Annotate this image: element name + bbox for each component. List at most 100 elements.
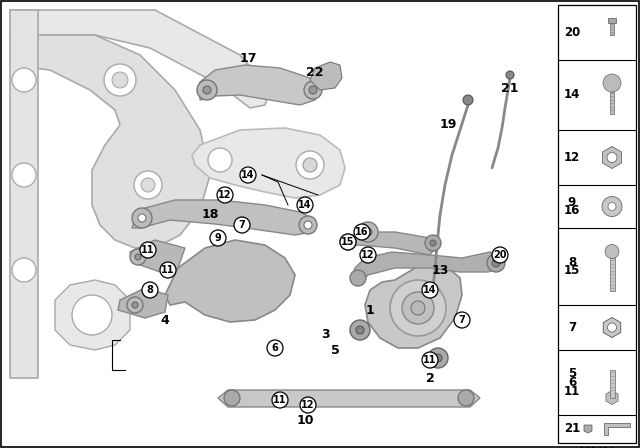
Circle shape [138, 214, 146, 222]
Text: 12: 12 [301, 400, 315, 410]
Text: 17: 17 [239, 52, 257, 65]
Text: 11: 11 [564, 385, 580, 398]
Text: 21: 21 [564, 422, 580, 435]
Circle shape [425, 235, 441, 251]
Text: 9: 9 [214, 233, 221, 243]
Circle shape [203, 86, 211, 94]
Circle shape [411, 301, 425, 315]
Text: 14: 14 [423, 285, 436, 295]
Polygon shape [10, 35, 210, 248]
Circle shape [454, 312, 470, 328]
Polygon shape [352, 252, 505, 285]
Circle shape [356, 326, 364, 334]
Bar [609, 370, 614, 399]
Text: 16: 16 [564, 204, 580, 217]
Circle shape [422, 282, 438, 298]
Text: 11: 11 [273, 395, 287, 405]
Circle shape [12, 258, 36, 282]
Circle shape [358, 222, 378, 242]
Text: 5: 5 [331, 344, 339, 357]
Circle shape [272, 392, 288, 408]
Circle shape [309, 86, 317, 94]
Polygon shape [118, 288, 168, 318]
Text: 13: 13 [431, 263, 449, 276]
Circle shape [434, 354, 442, 362]
Polygon shape [10, 10, 270, 108]
Circle shape [234, 217, 250, 233]
Circle shape [422, 352, 438, 368]
Circle shape [608, 202, 616, 211]
Text: 14: 14 [298, 200, 312, 210]
Circle shape [605, 245, 619, 258]
Text: 11: 11 [423, 355, 436, 365]
Circle shape [134, 171, 162, 199]
Bar [608, 18, 616, 23]
Circle shape [402, 292, 434, 324]
Circle shape [603, 74, 621, 92]
Text: 6: 6 [568, 376, 576, 389]
Polygon shape [165, 240, 295, 322]
Polygon shape [584, 425, 592, 433]
Text: 7: 7 [568, 321, 576, 334]
Polygon shape [365, 265, 462, 348]
Text: 11: 11 [161, 265, 175, 275]
Circle shape [72, 295, 112, 335]
Circle shape [112, 72, 128, 88]
Polygon shape [10, 10, 38, 378]
Polygon shape [200, 65, 320, 105]
Text: 162484: 162484 [579, 447, 616, 448]
Text: 11: 11 [141, 245, 155, 255]
Text: 19: 19 [439, 119, 457, 132]
Circle shape [428, 348, 448, 368]
Text: 5: 5 [568, 367, 576, 380]
Circle shape [267, 340, 283, 356]
Text: 12: 12 [218, 190, 232, 200]
Text: 18: 18 [202, 208, 219, 221]
Circle shape [340, 234, 356, 250]
Circle shape [304, 81, 322, 99]
Circle shape [142, 282, 158, 298]
Bar [610, 23, 614, 35]
Circle shape [299, 216, 317, 234]
Text: 14: 14 [564, 89, 580, 102]
Circle shape [141, 178, 155, 192]
Circle shape [487, 254, 505, 272]
Circle shape [350, 320, 370, 340]
Circle shape [104, 64, 136, 96]
Text: 12: 12 [564, 151, 580, 164]
Circle shape [296, 151, 324, 179]
Polygon shape [604, 423, 630, 435]
Circle shape [340, 234, 356, 250]
Text: 21: 21 [501, 82, 519, 95]
Text: 15: 15 [341, 237, 355, 247]
Circle shape [602, 197, 622, 216]
Text: 2: 2 [426, 371, 435, 384]
Text: 16: 16 [355, 227, 369, 237]
Text: 3: 3 [321, 328, 330, 341]
Bar [609, 258, 614, 292]
Polygon shape [606, 391, 618, 405]
Circle shape [492, 247, 508, 263]
Text: 8: 8 [568, 255, 576, 268]
Text: 20: 20 [493, 250, 507, 260]
Polygon shape [310, 62, 342, 90]
Text: 6: 6 [271, 343, 278, 353]
Circle shape [607, 323, 616, 332]
Circle shape [303, 158, 317, 172]
Polygon shape [132, 200, 315, 235]
Circle shape [463, 95, 473, 105]
Circle shape [492, 259, 500, 267]
Circle shape [140, 242, 156, 258]
Text: 20: 20 [564, 26, 580, 39]
Circle shape [224, 390, 240, 406]
Bar [610, 92, 614, 114]
Polygon shape [604, 318, 621, 337]
Text: 14: 14 [241, 170, 255, 180]
Text: 22: 22 [307, 65, 324, 78]
Circle shape [130, 249, 146, 265]
Circle shape [506, 71, 514, 79]
Text: 7: 7 [459, 315, 465, 325]
Circle shape [364, 228, 372, 236]
Circle shape [607, 152, 617, 163]
Circle shape [345, 239, 351, 245]
